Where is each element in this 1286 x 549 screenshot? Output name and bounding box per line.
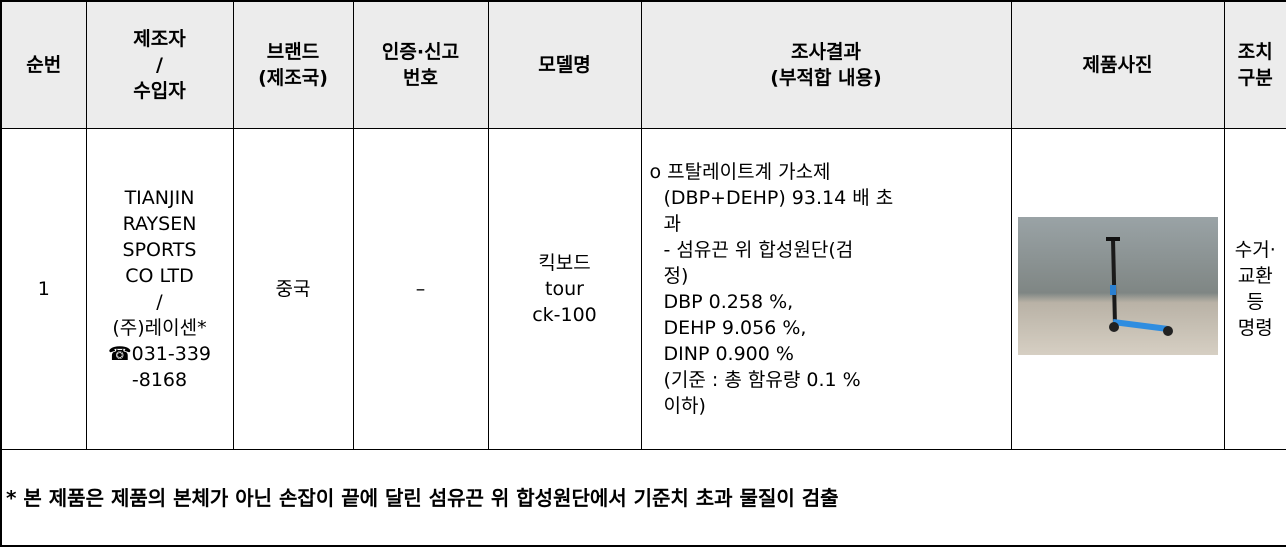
text-line: (주)레이센* xyxy=(87,315,233,341)
text-line: (제조국) xyxy=(234,65,353,91)
text-line: ck-100 xyxy=(489,302,641,328)
text-line: (기준 : 총 함유량 0.1 % xyxy=(650,367,1011,393)
header-cell: 제품사진 xyxy=(1011,1,1224,129)
text-line: DEHP 9.056 %, xyxy=(650,315,1011,341)
page: 순번제조자/수입자브랜드(제조국)인증·신고번호모델명조사결과(부적합 내용)제… xyxy=(0,0,1286,549)
cert-cell: – xyxy=(353,129,488,450)
text-line: 제품사진 xyxy=(1012,52,1224,78)
text-line: 교환 xyxy=(1225,263,1286,289)
photo-cell xyxy=(1011,129,1224,450)
results-table: 순번제조자/수입자브랜드(제조국)인증·신고번호모델명조사결과(부적합 내용)제… xyxy=(0,0,1286,547)
text-line: 과 xyxy=(650,211,1011,237)
text-line: 수입자 xyxy=(87,78,233,104)
text-line: 수거· xyxy=(1225,237,1286,263)
text-line: ☎031-339 xyxy=(87,341,233,367)
text-line: 구분 xyxy=(1225,65,1286,91)
text-line: / xyxy=(87,52,233,78)
text-line: TIANJIN xyxy=(87,185,233,211)
text-line: 인증·신고 xyxy=(354,39,488,65)
text-line: – xyxy=(354,276,488,302)
text-line: 킥보드 xyxy=(489,250,641,276)
text-line: 1 xyxy=(2,276,86,302)
text-line: DINP 0.900 % xyxy=(650,341,1011,367)
text-line: DBP 0.258 %, xyxy=(650,289,1011,315)
text-line: SPORTS xyxy=(87,237,233,263)
text-line: -8168 xyxy=(87,367,233,393)
header-cell: 제조자/수입자 xyxy=(86,1,233,129)
text-line: 이하) xyxy=(650,393,1011,419)
text-line: 명령 xyxy=(1225,315,1286,341)
text-line: tour xyxy=(489,276,641,302)
no-cell: 1 xyxy=(1,129,86,450)
text-line: o 프탈레이트계 가소제 xyxy=(650,159,1011,185)
text-line: 정) xyxy=(650,263,1011,289)
header-cell: 브랜드(제조국) xyxy=(233,1,353,129)
brand-cell: 중국 xyxy=(233,129,353,450)
text-line: (부적합 내용) xyxy=(642,65,1011,91)
header-cell: 모델명 xyxy=(488,1,641,129)
header-cell: 조사결과(부적합 내용) xyxy=(641,1,1011,129)
product-photo xyxy=(1018,217,1218,355)
text-line: / xyxy=(87,289,233,315)
text-line: 순번 xyxy=(2,52,86,78)
text-line: 중국 xyxy=(234,276,353,302)
text-line: RAYSEN xyxy=(87,211,233,237)
footer-row: * 본 제품은 제품의 본체가 아닌 손잡이 끝에 달린 섬유끈 위 합성원단에… xyxy=(1,450,1286,547)
text-line: 조치 xyxy=(1225,39,1286,65)
text-line: 등 xyxy=(1225,289,1286,315)
text-line: CO LTD xyxy=(87,263,233,289)
header-cell: 순번 xyxy=(1,1,86,129)
text-line: 제조자 xyxy=(87,26,233,52)
text-line: 조사결과 xyxy=(642,39,1011,65)
footer-note: * 본 제품은 제품의 본체가 아닌 손잡이 끝에 달린 섬유끈 위 합성원단에… xyxy=(1,450,1286,547)
text-line: (DBP+DEHP) 93.14 배 초 xyxy=(650,185,1011,211)
text-line: 브랜드 xyxy=(234,39,353,65)
text-line: 모델명 xyxy=(489,52,641,78)
text-line: - 섬유끈 위 합성원단(검 xyxy=(650,237,1011,263)
text-line: 번호 xyxy=(354,65,488,91)
